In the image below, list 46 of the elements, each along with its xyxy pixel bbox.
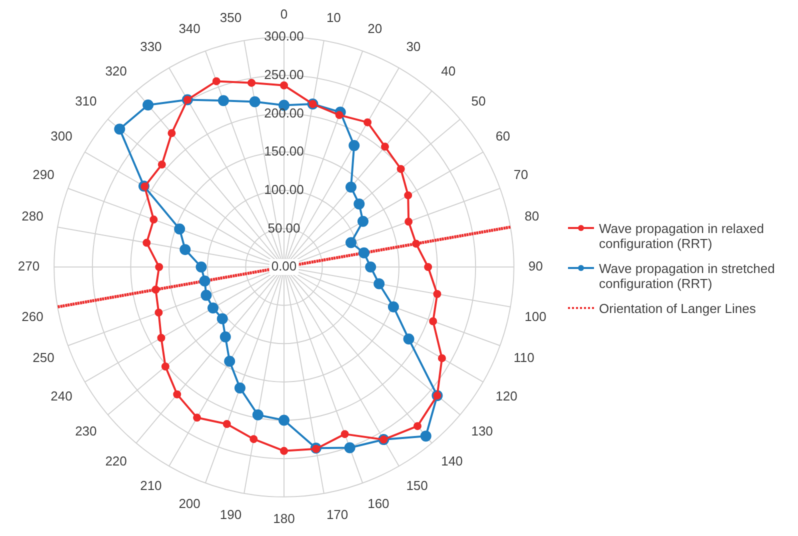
spoke-label: 180 (273, 510, 295, 526)
spoke-label: 320 (105, 64, 127, 79)
spoke-label: 130 (471, 423, 493, 438)
spoke-label: 280 (22, 208, 44, 224)
spoke-label: 110 (514, 350, 534, 365)
spoke-label: 10 (326, 10, 341, 26)
spoke-label: 200 (178, 496, 200, 512)
spoke-label: 100 (524, 308, 546, 324)
spoke-label: 340 (178, 21, 200, 36)
y-tick-label: 250.00 (264, 66, 304, 82)
spoke-label: 40 (441, 64, 456, 79)
spoke-label: 210 (140, 478, 162, 494)
spoke-label: 220 (105, 454, 127, 469)
spoke-label: 140 (441, 454, 463, 469)
spoke-label: 190 (220, 507, 242, 522)
spoke-label: 50 (471, 94, 486, 109)
spoke-label: 330 (140, 39, 162, 54)
y-tick-label: 150.00 (264, 144, 304, 159)
spoke-label: 310 (75, 94, 97, 109)
spoke-label: 240 (50, 388, 72, 404)
spoke-label: 250 (32, 350, 54, 365)
y-tick-label: 100.00 (264, 182, 304, 197)
spoke-label: 120 (496, 388, 518, 404)
y-tick-label: 50.00 (268, 220, 300, 236)
spoke-label: 80 (524, 208, 540, 224)
spoke-label: 350 (220, 10, 242, 26)
spoke-label: 90 (528, 258, 543, 274)
spoke-label: 150 (406, 478, 428, 494)
spoke-label: 0 (280, 6, 288, 22)
spoke-label: 270 (18, 258, 40, 274)
y-tick-label: 0.00 (271, 258, 297, 274)
spoke-label: 230 (75, 423, 97, 438)
y-tick-label: 300.00 (264, 28, 304, 44)
spoke-label: 290 (32, 167, 54, 182)
spoke-label: 20 (368, 21, 382, 36)
y-tick-label: 200.00 (264, 105, 304, 120)
legend-label: Orientation of Langer Lines (599, 300, 756, 316)
spoke-label: 30 (406, 39, 421, 54)
spoke-label: 170 (326, 507, 348, 522)
spoke-label: 260 (22, 308, 44, 324)
spoke-label: 160 (368, 496, 390, 512)
spoke-label: 300 (50, 128, 72, 144)
spoke-label: 70 (514, 167, 528, 182)
legend-label: Wave propagation in stretched configuration (RRT) (599, 260, 776, 290)
legend-label: Wave propagation in relaxed configuration (RRT) (599, 220, 766, 250)
spoke-label: 60 (496, 128, 510, 144)
